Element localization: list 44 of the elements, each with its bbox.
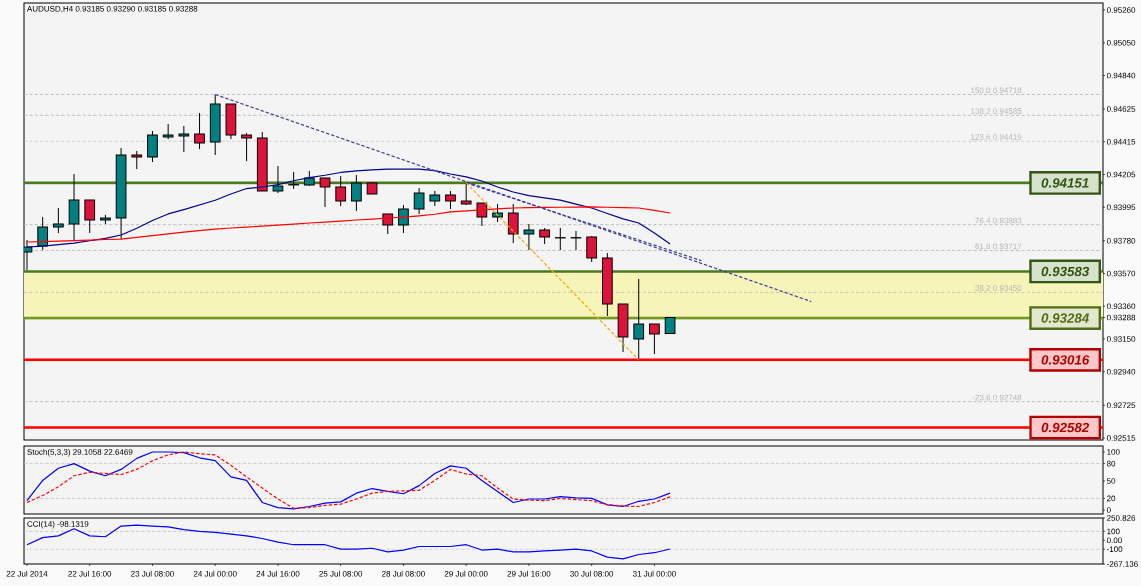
- x-tick-label: 22 Jul 2014: [6, 570, 48, 577]
- y-tick-label: 50: [1106, 478, 1116, 484]
- y-tick-label: 0.93995: [1106, 204, 1136, 211]
- y-tick-label: 0.93288: [1106, 314, 1136, 321]
- y-tick-label: 0.00: [1106, 537, 1122, 544]
- y-tick-label: 0.94625: [1106, 106, 1136, 112]
- y-tick-label: 0.95260: [1106, 7, 1136, 13]
- y-tick-label: 0.93570: [1106, 270, 1136, 277]
- y-tick-label: 0.92515: [1106, 435, 1136, 441]
- y-tick-label: -267.136: [1106, 561, 1138, 567]
- x-tick-label: 29 Jul 00:00: [444, 570, 488, 577]
- x-tick-label: 25 Jul 08:00: [319, 570, 363, 577]
- y-tick-label: 100: [1107, 528, 1120, 535]
- y-tick-label: 0.93780: [1106, 237, 1136, 244]
- x-tick-label: 24 Jul 00:00: [193, 570, 237, 577]
- y-tick-label: 0.92725: [1106, 402, 1136, 409]
- ref-line-label: 0.93583: [1041, 266, 1090, 277]
- x-tick-label: 29 Jul 16:00: [507, 570, 551, 577]
- ref-line-label: 0.93016: [1041, 355, 1090, 365]
- y-tick-label: 0.95050: [1106, 39, 1136, 46]
- x-tick-label: 22 Jul 16:00: [68, 570, 112, 577]
- y-tick-label: -100: [1106, 546, 1123, 552]
- y-tick-label: 0.93150: [1106, 336, 1136, 342]
- y-tick-label: 0.94205: [1106, 171, 1136, 178]
- chart-title: CCI(14) -98.1319: [27, 520, 89, 529]
- y-tick-label: 0: [1106, 507, 1111, 513]
- chart-title: AUDUSD,H4 0.93185 0.93290 0.93185 0.93288: [26, 5, 198, 13]
- y-tick-label: 100: [1107, 449, 1120, 455]
- x-tick-label: 24 Jul 16:00: [256, 570, 300, 577]
- ref-line-label: 0.93284: [1041, 313, 1090, 323]
- y-tick-label: 20: [1107, 495, 1116, 502]
- y-tick-label: 0.93360: [1106, 303, 1136, 310]
- x-tick-label: 28 Jul 08:00: [382, 570, 425, 577]
- chart-title: Stoch(5,3,3) 29.1058 22.6469: [27, 448, 133, 457]
- x-tick-label: 30 Jul 08:00: [570, 570, 614, 577]
- x-tick-label: 23 Jul 08:00: [131, 570, 174, 577]
- y-tick-label: 0.94840: [1106, 72, 1136, 79]
- ref-line-label: 0.94151: [1041, 178, 1089, 188]
- y-tick-label: 80: [1106, 460, 1116, 467]
- x-tick-label: 31 Jul 00:00: [632, 570, 676, 577]
- y-tick-label: 0.94415: [1106, 138, 1136, 145]
- ref-line-label: 0.92582: [1041, 422, 1090, 433]
- y-tick-label: 250.826: [1107, 515, 1136, 521]
- y-tick-label: 0.92940: [1106, 368, 1136, 375]
